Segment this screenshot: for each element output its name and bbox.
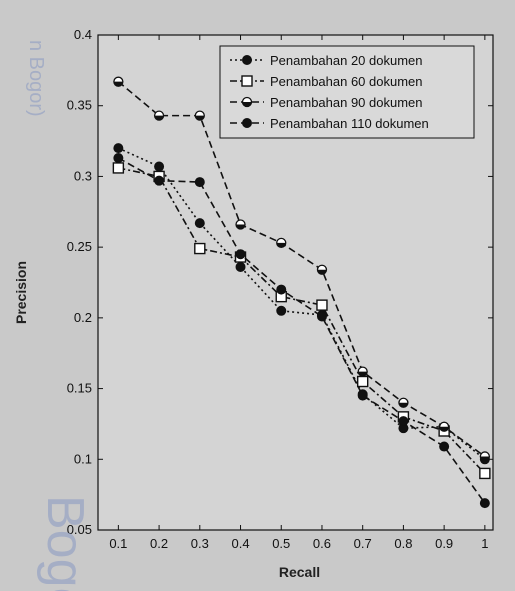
data-point	[235, 261, 246, 272]
data-point	[113, 143, 124, 154]
series-layer	[112, 76, 491, 509]
data-point	[112, 162, 125, 174]
legend-swatch-marker	[241, 75, 253, 87]
marker-fill	[113, 81, 123, 87]
y-tick-label: 0.05	[67, 522, 92, 537]
y-tick-label: 0.4	[74, 27, 92, 42]
marker-fill	[195, 115, 205, 121]
series-line	[118, 167, 486, 474]
data-point	[194, 242, 206, 255]
data-point	[276, 237, 287, 249]
data-point	[113, 76, 124, 87]
data-point	[479, 451, 491, 462]
legend-label: Penambahan 90 dokumen	[270, 95, 423, 110]
marker-fill	[276, 242, 286, 248]
data-point	[316, 264, 328, 275]
data-point	[276, 284, 287, 295]
x-axis-title: Recall	[279, 564, 320, 580]
marker-fill	[398, 402, 408, 408]
data-point	[194, 177, 205, 188]
data-point	[154, 175, 165, 186]
legend-item: Penambahan 60 dokumen	[230, 74, 423, 89]
legend-item: Penambahan 110 dokumen	[230, 116, 429, 131]
data-point	[154, 161, 165, 172]
data-point	[194, 110, 205, 121]
legend-label: Penambahan 60 dokumen	[270, 74, 423, 89]
series-line	[117, 81, 486, 458]
marker-fill	[358, 371, 368, 377]
watermark-bottom-text: Bogo	[36, 495, 94, 591]
series-line	[117, 157, 486, 504]
data-point	[356, 375, 369, 388]
data-point	[316, 299, 328, 311]
data-point	[276, 305, 287, 316]
legend: Penambahan 20 dokumen Penambahan 60 dokum…	[219, 45, 475, 139]
watermark-top-text: n Bogor)	[25, 40, 47, 117]
legend-item: Penambahan 90 dokumen	[230, 95, 423, 110]
x-tick-label: 0.8	[394, 536, 412, 551]
legend-swatch-marker	[242, 55, 252, 65]
marker-fill	[236, 224, 246, 230]
data-point	[398, 416, 409, 427]
data-point	[113, 153, 124, 164]
marker-fill	[480, 456, 490, 461]
x-tick-label: 0.7	[354, 536, 372, 551]
data-point	[194, 218, 205, 229]
x-tick-label: 0.5	[272, 536, 290, 551]
y-tick-label: 0.15	[67, 381, 92, 396]
marker-fill	[242, 102, 252, 107]
plot-frame	[97, 34, 494, 531]
data-point	[357, 390, 368, 401]
data-point	[479, 467, 491, 480]
y-tick-label: 0.2	[74, 310, 92, 325]
x-tick-label: 0.6	[313, 536, 331, 551]
data-point	[398, 397, 409, 408]
marker-fill	[154, 115, 164, 121]
data-point	[479, 498, 490, 509]
legend-label: Penambahan 110 dokumen	[270, 116, 429, 131]
data-point	[439, 441, 450, 452]
y-tick-label: 0.3	[74, 168, 92, 183]
legend-swatch-marker	[242, 118, 252, 128]
marker-fill	[317, 269, 327, 275]
legend-box	[219, 45, 475, 139]
y-tick-label: 0.1	[74, 451, 92, 466]
y-tick-label: 0.25	[67, 239, 92, 254]
legend-item: Penambahan 20 dokumen	[230, 53, 423, 68]
data-point	[357, 366, 368, 377]
legend-label: Penambahan 20 dokumen	[270, 53, 423, 68]
data-point	[153, 110, 165, 121]
x-tick-label: 0.2	[150, 536, 168, 551]
data-point	[235, 249, 246, 260]
x-tick-label: 0.1	[109, 536, 127, 551]
legend-swatch-marker	[241, 96, 253, 108]
data-point	[316, 311, 327, 322]
x-tick-label: 0.4	[231, 536, 249, 551]
axis-ticks: 0.1 0.2 0.3 0.4 0.5 0.6 0.7 0.8 0.9 1 0.05 0.1 0.15 0…	[67, 27, 493, 551]
series-4	[113, 153, 490, 509]
x-tick-label: 0.9	[435, 536, 453, 551]
y-tick-label: 0.35	[67, 98, 92, 113]
x-tick-label: 1	[481, 536, 488, 551]
data-point	[235, 219, 246, 230]
x-tick-label: 0.3	[191, 536, 209, 551]
y-axis-title: Precision	[13, 261, 29, 324]
series-3	[113, 76, 491, 462]
data-point	[438, 421, 450, 432]
marker-fill	[439, 426, 449, 432]
